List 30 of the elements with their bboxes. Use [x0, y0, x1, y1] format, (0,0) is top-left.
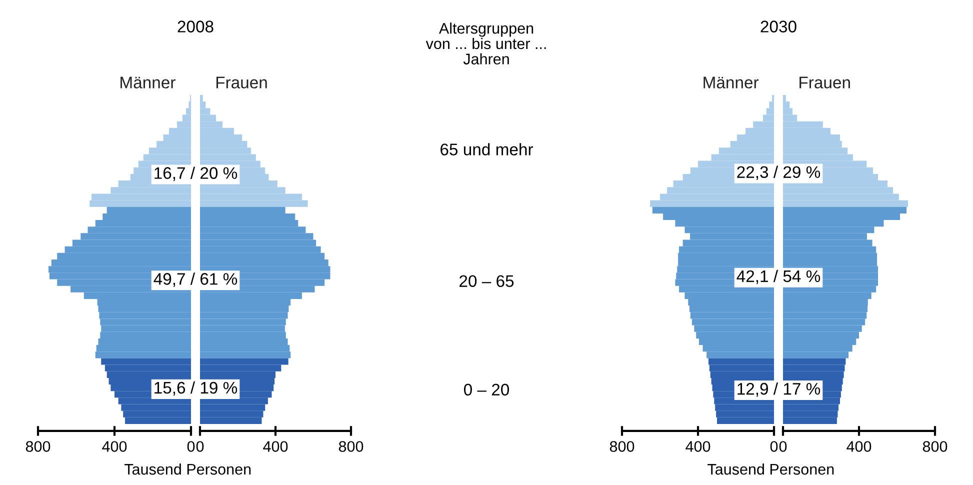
- annotation: 16,7 / 20 %: [154, 166, 238, 181]
- text: 0 – 20: [464, 384, 510, 396]
- chart-title: 2030: [760, 20, 796, 32]
- x-tick-label: 400: [263, 441, 288, 452]
- annotation: 15,6 / 19 %: [154, 381, 238, 396]
- series-label: Frauen: [216, 76, 267, 88]
- x-tick-label: 0: [770, 441, 778, 452]
- x-tick-label: 0: [779, 441, 787, 452]
- chart-title: 2008: [178, 20, 214, 32]
- x-tick-label: 800: [26, 441, 50, 452]
- text: 65 und mehr: [440, 143, 534, 156]
- annotation: 12,9 / 17 %: [738, 382, 820, 397]
- text: 20 – 65: [460, 275, 514, 288]
- text: Altersgruppen von ... bis unter ... Jahren: [426, 22, 546, 64]
- series-label: Männer: [120, 76, 176, 88]
- series-label: Frauen: [800, 76, 850, 88]
- series-label: Männer: [704, 76, 759, 88]
- x-tick-label: 800: [922, 441, 948, 452]
- annotation: 42,1 / 54 %: [736, 270, 820, 284]
- x-tick-label: 0: [187, 441, 195, 452]
- x-tick-label: 400: [686, 441, 710, 452]
- annotation: 22,3 / 29 %: [737, 166, 820, 180]
- x-tick-label: 800: [610, 441, 634, 452]
- x-tick-label: 0: [196, 441, 204, 452]
- x-tick-label: 400: [846, 441, 872, 452]
- x-tick-label: 800: [338, 441, 364, 452]
- annotation: 49,7 / 61 %: [154, 272, 238, 287]
- x-tick-label: 400: [102, 441, 127, 452]
- x-axis-title: Tausend Personen: [708, 463, 834, 475]
- x-axis-title: Tausend Personen: [124, 463, 251, 475]
